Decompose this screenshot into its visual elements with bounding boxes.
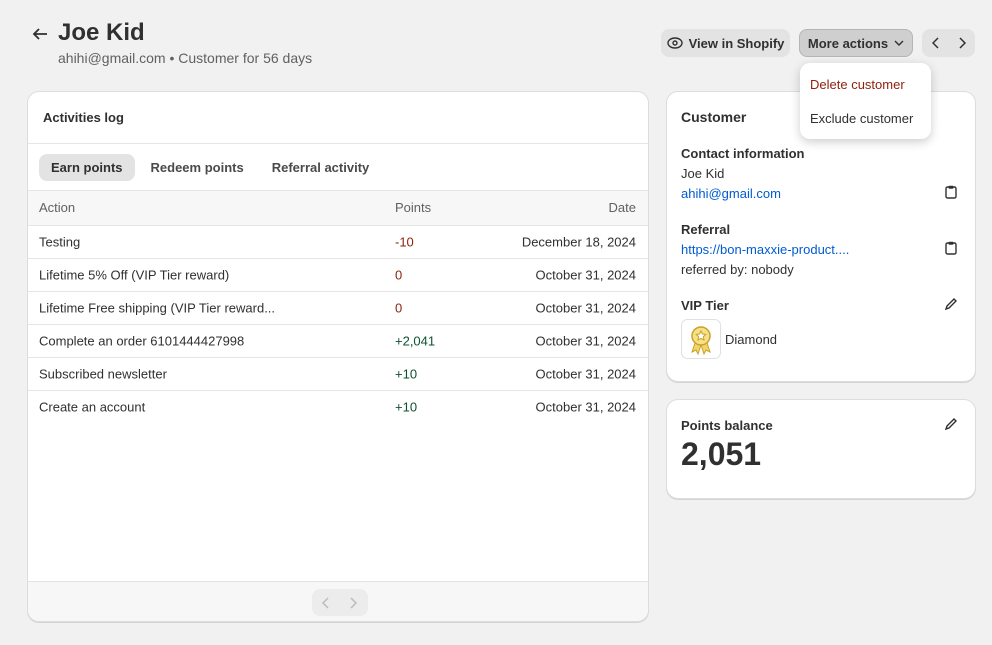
date-cell: October 31, 2024 <box>535 366 636 382</box>
points-cell: -10 <box>395 234 414 250</box>
referred-by: referred by: nobody <box>681 262 794 277</box>
table-row: Subscribed newsletter +10 October 31, 2024 <box>28 357 648 390</box>
customer-card: Customer Contact information Joe Kid ahi… <box>666 91 976 382</box>
table-row: Create an account +10 October 31, 2024 <box>28 390 648 423</box>
points-cell: +10 <box>395 399 418 415</box>
tab[interactable]: Redeem points <box>150 160 244 175</box>
divider <box>28 143 648 144</box>
section-label: Referral <box>681 222 731 237</box>
column-header: Points <box>395 200 432 215</box>
copy-icon[interactable] <box>945 185 957 199</box>
page-title: Joe Kid <box>58 19 145 46</box>
tier-badge <box>681 319 721 359</box>
tab[interactable]: Earn points <box>39 154 135 181</box>
activities-card: Activities log Earn points Redeem points R… <box>27 91 649 622</box>
edit-icon[interactable] <box>944 417 958 431</box>
menu-item[interactable]: Exclude customer <box>810 111 914 126</box>
date-cell: October 31, 2024 <box>535 267 636 283</box>
pagination <box>312 589 368 616</box>
subtitle: ahihi@gmail.com • Customer for 56 days <box>58 50 313 66</box>
date-cell: October 31, 2024 <box>535 399 636 415</box>
tier-name: Diamond <box>725 332 778 347</box>
back-arrow[interactable] <box>31 26 49 42</box>
next-page[interactable] <box>349 597 357 609</box>
actions-menu: Delete customer Exclude customer <box>800 63 931 139</box>
table-footer <box>28 581 648 621</box>
chevron-down <box>894 40 904 46</box>
action-cell: Subscribed newsletter <box>39 366 167 382</box>
action-cell: Create an account <box>39 399 146 415</box>
action-cell: Lifetime Free shipping (VIP Tier reward.… <box>39 300 276 316</box>
view-label: View in Shopify <box>688 35 785 51</box>
section-label: VIP Tier <box>681 298 729 313</box>
column-header: Action <box>39 200 76 215</box>
copy-icon[interactable] <box>945 241 957 255</box>
section-label: Contact information <box>681 146 805 161</box>
action-cell: Complete an order 6101444427998 <box>39 333 245 349</box>
points-value: 2,051 <box>681 436 762 472</box>
eye-icon <box>666 37 683 49</box>
table-header: Action Points Date <box>28 190 648 225</box>
menu-item[interactable]: Delete customer <box>810 77 905 92</box>
card-title: Points balance <box>681 418 773 433</box>
tab[interactable]: Referral activity <box>271 160 370 175</box>
points-cell: +2,041 <box>395 333 436 349</box>
card-title: Activities log <box>43 110 124 125</box>
prev-customer[interactable] <box>932 37 940 49</box>
more-label: More actions <box>807 35 889 51</box>
edit-icon[interactable] <box>944 297 958 311</box>
table-row: Complete an order 6101444427998 +2,041 Oct… <box>28 324 648 357</box>
date-cell: October 31, 2024 <box>535 333 636 349</box>
table-row: Testing -10 December 18, 2024 <box>28 225 648 258</box>
date-cell: December 18, 2024 <box>521 234 636 250</box>
table-row: Lifetime 5% Off (VIP Tier reward) 0 Octobe… <box>28 258 648 291</box>
points-cell: 0 <box>395 267 403 283</box>
next-customer[interactable] <box>958 37 966 49</box>
points-card: Points balance 2,051 <box>666 399 976 499</box>
table-row: Lifetime Free shipping (VIP Tier reward.… <box>28 291 648 324</box>
column-header: Date <box>608 200 636 215</box>
referral-link[interactable]: https://bon-maxxie-product.... <box>681 242 850 257</box>
prev-page[interactable] <box>322 597 330 609</box>
view-button[interactable]: View in Shopify <box>661 29 790 57</box>
action-cell: Lifetime 5% Off (VIP Tier reward) <box>39 267 230 283</box>
points-cell: +10 <box>395 366 418 382</box>
points-cell: 0 <box>395 300 403 316</box>
date-cell: October 31, 2024 <box>535 300 636 316</box>
action-cell: Testing <box>39 234 81 250</box>
card-title: Customer <box>681 109 747 125</box>
pager <box>922 29 975 57</box>
customer-name: Joe Kid <box>681 166 725 181</box>
more-actions-button[interactable]: More actions <box>799 29 913 57</box>
email-link[interactable]: ahihi@gmail.com <box>681 186 781 201</box>
tabs: Earn points Redeem points Referral activit… <box>39 154 381 181</box>
